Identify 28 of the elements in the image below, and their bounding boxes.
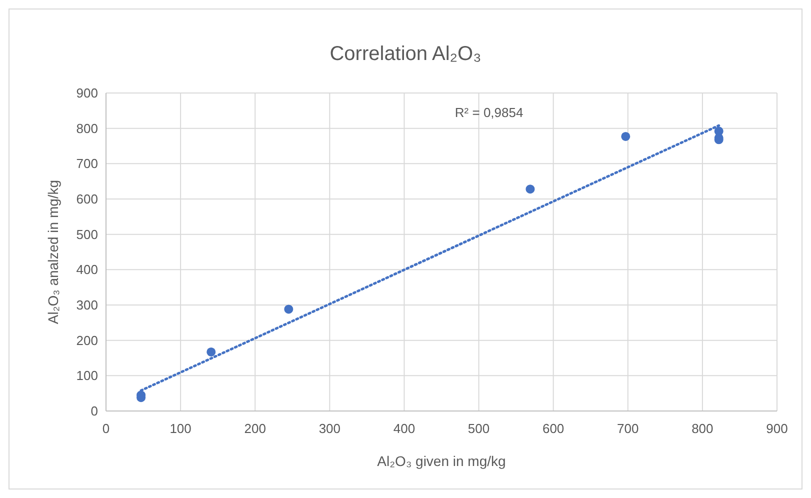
x-tick-label: 800 — [692, 421, 714, 436]
y-tick-label: 300 — [76, 298, 98, 313]
x-tick-label: 500 — [468, 421, 490, 436]
x-tick-label: 700 — [617, 421, 639, 436]
point — [526, 184, 535, 194]
y-tick-label: 800 — [76, 120, 98, 136]
y-tick-label: 400 — [76, 262, 98, 278]
point — [621, 132, 630, 141]
x-axis-title: Al₂O₃ given in mg/kg — [377, 453, 506, 469]
y-tick-label: 500 — [76, 226, 98, 242]
x-tick-label: 600 — [542, 421, 564, 436]
x-tick-label: 100 — [170, 421, 192, 436]
chart-title: Correlation Al₂O₃ — [330, 43, 482, 65]
point — [284, 304, 294, 314]
x-tick-label: 900 — [766, 421, 788, 436]
y-tick-label: 600 — [76, 192, 98, 207]
y-tick-label: 100 — [76, 368, 98, 384]
y-tick-label: 200 — [76, 332, 98, 348]
x-tick-label: 400 — [393, 421, 416, 436]
y-tick-label: 0 — [90, 404, 98, 419]
point — [206, 347, 216, 356]
x-tick-label: 200 — [244, 421, 266, 436]
annotation: R² = 0,9854 — [454, 105, 524, 120]
y-tick-label: 900 — [76, 86, 98, 101]
y-tick-label: 700 — [76, 156, 98, 172]
x-tick-label: 300 — [318, 421, 341, 436]
x-tick-label: 0 — [102, 421, 110, 436]
y-axis-title: Al₂O₃ analzed in mg/kg — [45, 180, 61, 324]
